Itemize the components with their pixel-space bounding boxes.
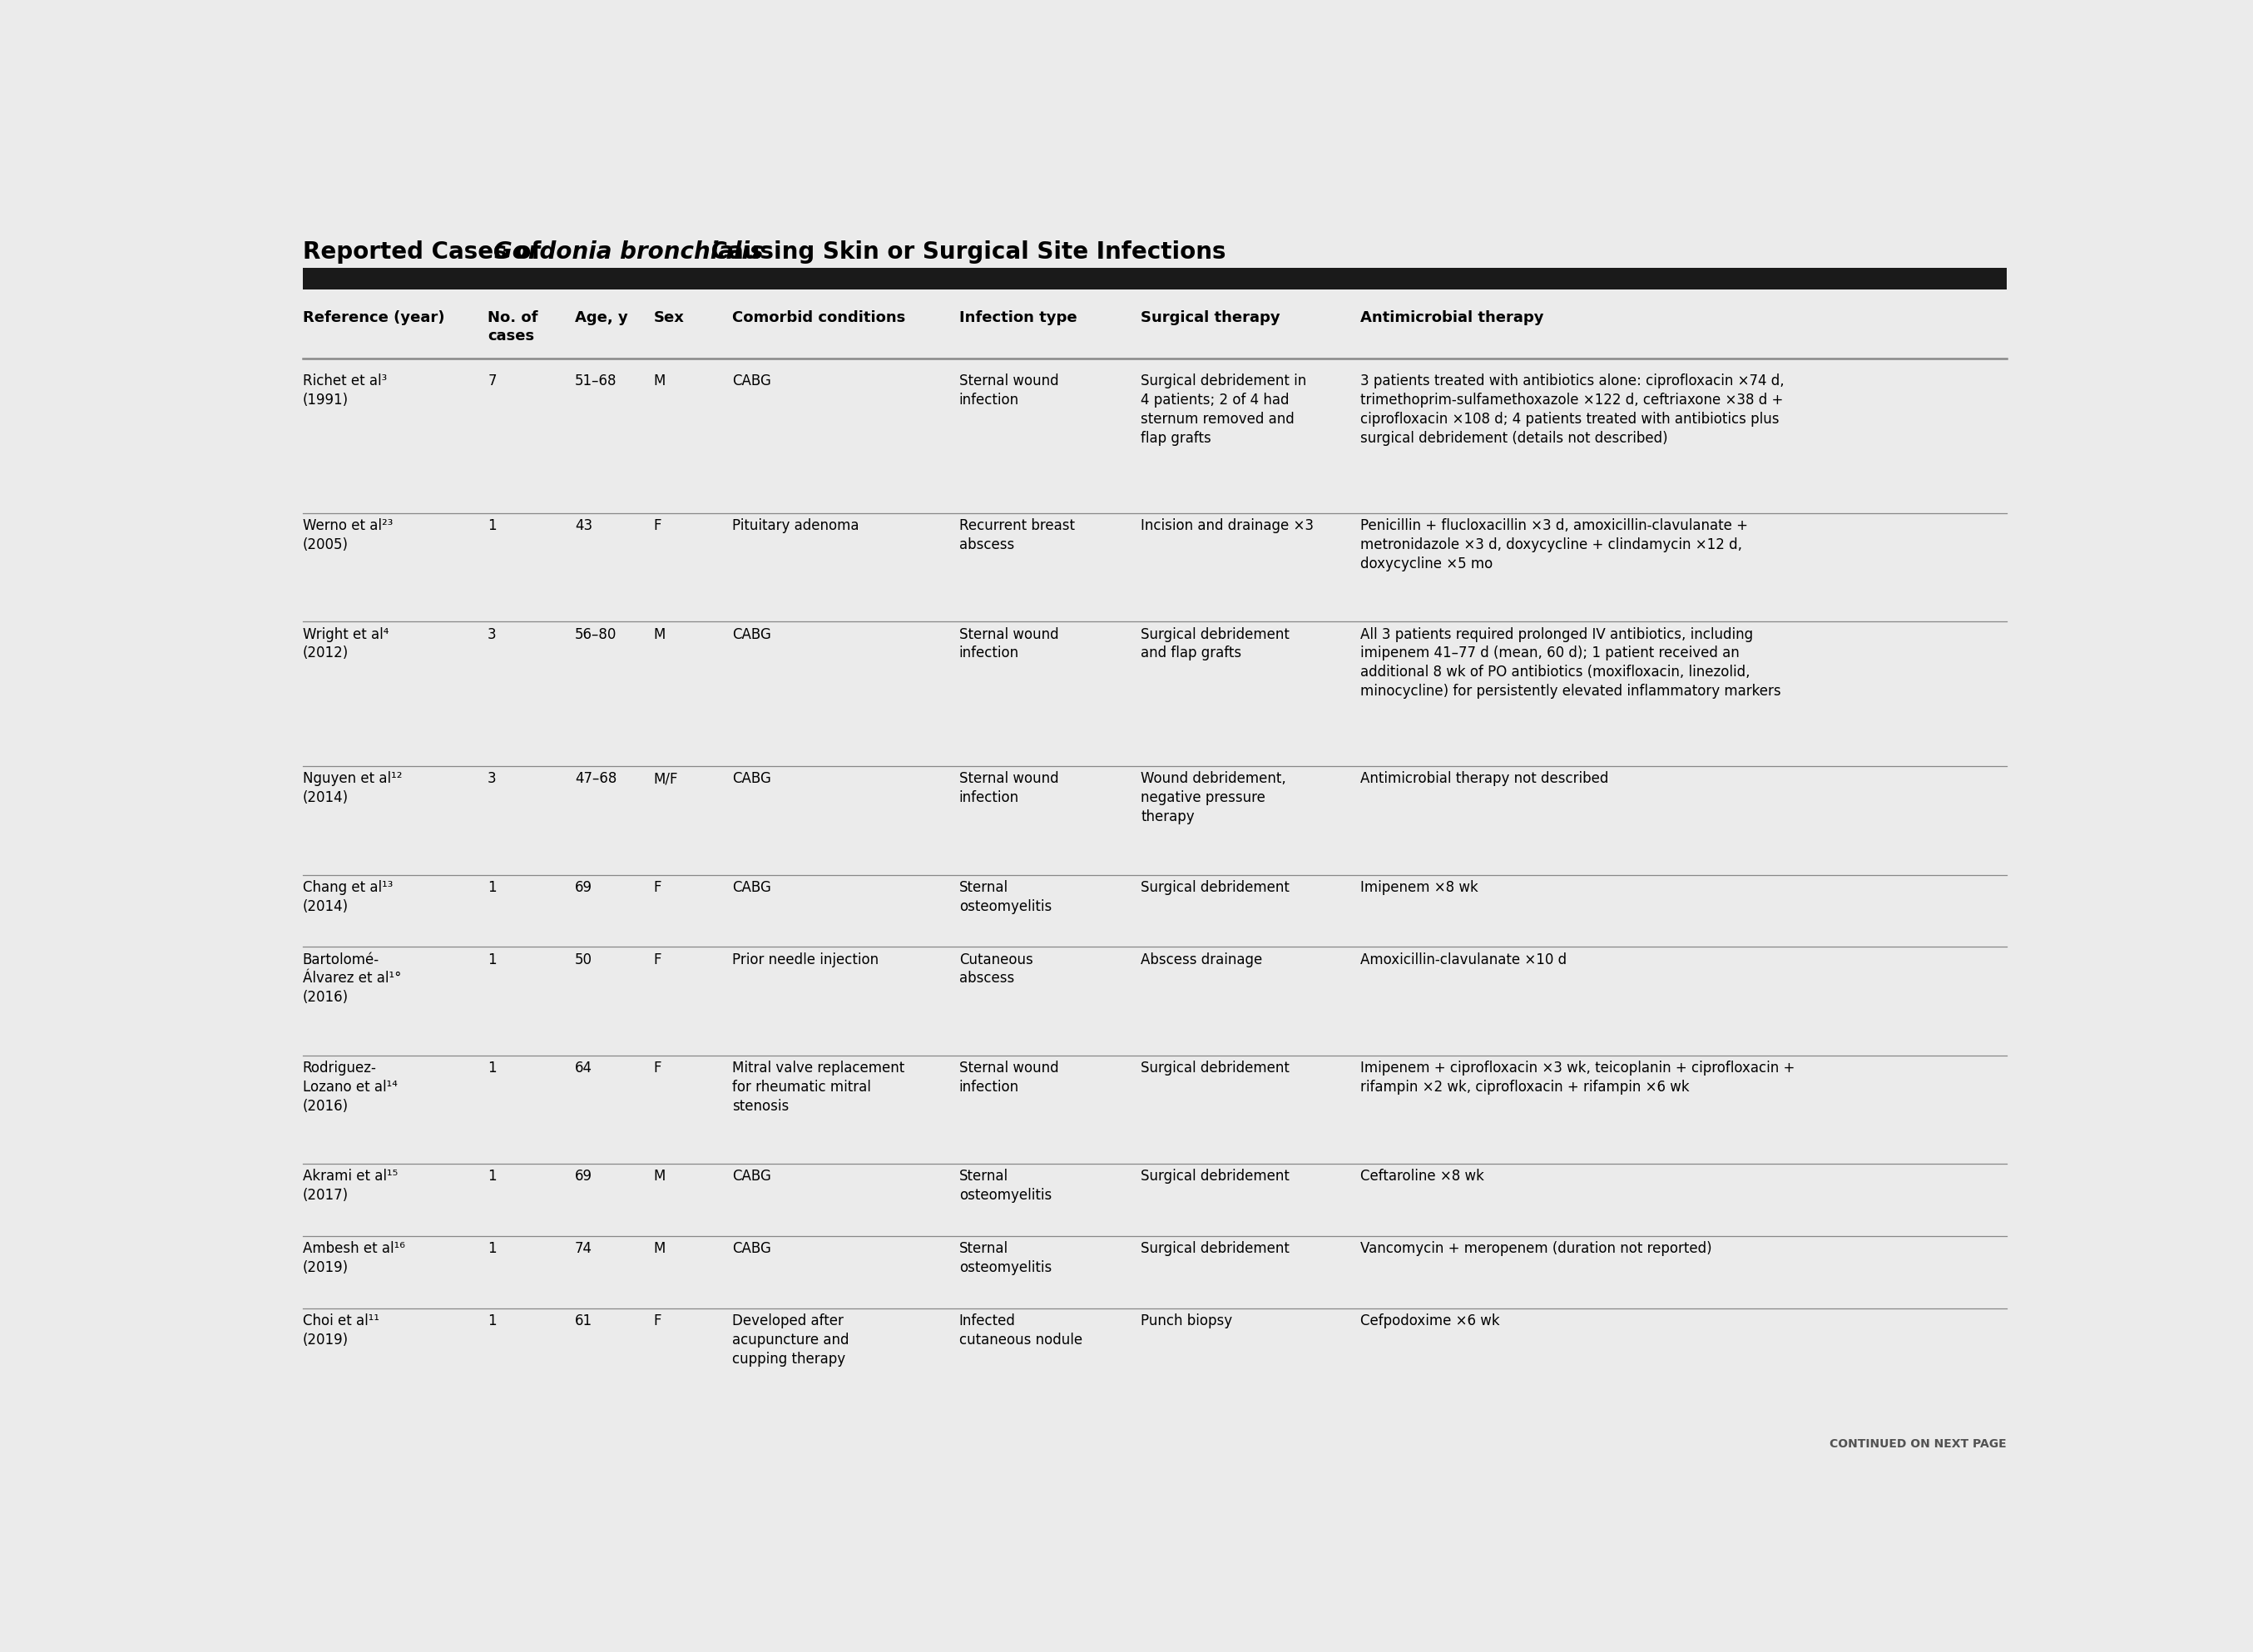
Text: 51–68: 51–68 xyxy=(575,373,617,388)
Text: 3: 3 xyxy=(487,771,496,786)
Text: Imipenem + ciprofloxacin ×3 wk, teicoplanin + ciprofloxacin +
rifampin ×2 wk, ci: Imipenem + ciprofloxacin ×3 wk, teicopla… xyxy=(1361,1061,1796,1095)
Text: Pituitary adenoma: Pituitary adenoma xyxy=(732,519,858,534)
Text: Incision and drainage ×3: Incision and drainage ×3 xyxy=(1140,519,1313,534)
Text: Sternal
osteomyelitis: Sternal osteomyelitis xyxy=(960,1170,1052,1203)
Text: Ambesh et al¹⁶
(2019): Ambesh et al¹⁶ (2019) xyxy=(302,1241,406,1275)
Text: CABG: CABG xyxy=(732,1170,771,1184)
Text: Reported Cases of: Reported Cases of xyxy=(302,240,550,264)
Text: 69: 69 xyxy=(575,1170,593,1184)
Text: 1: 1 xyxy=(487,1170,496,1184)
Text: Penicillin + flucloxacillin ×3 d, amoxicillin-clavulanate +
metronidazole ×3 d, : Penicillin + flucloxacillin ×3 d, amoxic… xyxy=(1361,519,1748,572)
Text: M: M xyxy=(653,626,665,641)
Text: All 3 patients required prolonged IV antibiotics, including
imipenem 41–77 d (me: All 3 patients required prolonged IV ant… xyxy=(1361,626,1782,699)
Text: Wound debridement,
negative pressure
therapy: Wound debridement, negative pressure the… xyxy=(1140,771,1286,824)
Text: F: F xyxy=(653,952,662,966)
Text: Sternal wound
infection: Sternal wound infection xyxy=(960,1061,1059,1095)
Text: Surgical debridement: Surgical debridement xyxy=(1140,1061,1289,1075)
Text: CABG: CABG xyxy=(732,373,771,388)
Text: Cutaneous
abscess: Cutaneous abscess xyxy=(960,952,1032,986)
Bar xyxy=(302,268,2007,289)
Text: M: M xyxy=(653,1241,665,1256)
Text: 69: 69 xyxy=(575,881,593,895)
Text: 1: 1 xyxy=(487,952,496,966)
Text: Bartolomé-
Álvarez et al¹°
(2016): Bartolomé- Álvarez et al¹° (2016) xyxy=(302,952,401,1004)
Text: Causing Skin or Surgical Site Infections: Causing Skin or Surgical Site Infections xyxy=(703,240,1226,264)
Text: 1: 1 xyxy=(487,881,496,895)
Text: Sternal
osteomyelitis: Sternal osteomyelitis xyxy=(960,1241,1052,1275)
Text: F: F xyxy=(653,519,662,534)
Text: Punch biopsy: Punch biopsy xyxy=(1140,1313,1232,1328)
Text: Akrami et al¹⁵
(2017): Akrami et al¹⁵ (2017) xyxy=(302,1170,397,1203)
Text: 7: 7 xyxy=(487,373,496,388)
Text: Chang et al¹³
(2014): Chang et al¹³ (2014) xyxy=(302,881,392,914)
Text: 1: 1 xyxy=(487,519,496,534)
Text: Infected
cutaneous nodule: Infected cutaneous nodule xyxy=(960,1313,1081,1348)
Text: 50: 50 xyxy=(575,952,593,966)
Text: 43: 43 xyxy=(575,519,593,534)
Text: Surgical debridement: Surgical debridement xyxy=(1140,1241,1289,1256)
Text: 64: 64 xyxy=(575,1061,593,1075)
Text: Recurrent breast
abscess: Recurrent breast abscess xyxy=(960,519,1075,552)
Text: Abscess drainage: Abscess drainage xyxy=(1140,952,1262,966)
Text: 56–80: 56–80 xyxy=(575,626,617,641)
Text: Cefpodoxime ×6 wk: Cefpodoxime ×6 wk xyxy=(1361,1313,1500,1328)
Text: Prior needle injection: Prior needle injection xyxy=(732,952,879,966)
Text: 1: 1 xyxy=(487,1241,496,1256)
Text: Antimicrobial therapy not described: Antimicrobial therapy not described xyxy=(1361,771,1609,786)
Text: Surgical debridement: Surgical debridement xyxy=(1140,881,1289,895)
Text: Ceftaroline ×8 wk: Ceftaroline ×8 wk xyxy=(1361,1170,1485,1184)
Text: Choi et al¹¹
(2019): Choi et al¹¹ (2019) xyxy=(302,1313,379,1348)
Text: Sternal wound
infection: Sternal wound infection xyxy=(960,373,1059,408)
Text: Age, y: Age, y xyxy=(575,311,629,325)
Text: F: F xyxy=(653,881,662,895)
Text: Imipenem ×8 wk: Imipenem ×8 wk xyxy=(1361,881,1478,895)
Text: Surgical debridement
and flap grafts: Surgical debridement and flap grafts xyxy=(1140,626,1289,661)
Text: 1: 1 xyxy=(487,1061,496,1075)
Text: 3: 3 xyxy=(487,626,496,641)
Text: Werno et al²³
(2005): Werno et al²³ (2005) xyxy=(302,519,392,552)
Text: Nguyen et al¹²
(2014): Nguyen et al¹² (2014) xyxy=(302,771,401,806)
Text: M: M xyxy=(653,373,665,388)
Text: 1: 1 xyxy=(487,1313,496,1328)
Text: Sternal wound
infection: Sternal wound infection xyxy=(960,771,1059,806)
Text: Surgical debridement in
4 patients; 2 of 4 had
sternum removed and
flap grafts: Surgical debridement in 4 patients; 2 of… xyxy=(1140,373,1307,446)
Text: Infection type: Infection type xyxy=(960,311,1077,325)
Text: CABG: CABG xyxy=(732,771,771,786)
Text: 47–68: 47–68 xyxy=(575,771,617,786)
Text: M: M xyxy=(653,1170,665,1184)
Text: Wright et al⁴
(2012): Wright et al⁴ (2012) xyxy=(302,626,388,661)
Text: Reference (year): Reference (year) xyxy=(302,311,444,325)
Text: Amoxicillin-clavulanate ×10 d: Amoxicillin-clavulanate ×10 d xyxy=(1361,952,1568,966)
Text: Mitral valve replacement
for rheumatic mitral
stenosis: Mitral valve replacement for rheumatic m… xyxy=(732,1061,903,1113)
Text: 61: 61 xyxy=(575,1313,593,1328)
Text: Richet et al³
(1991): Richet et al³ (1991) xyxy=(302,373,388,408)
Text: No. of
cases: No. of cases xyxy=(487,311,538,344)
Text: 74: 74 xyxy=(575,1241,593,1256)
Text: Sternal
osteomyelitis: Sternal osteomyelitis xyxy=(960,881,1052,914)
Text: CABG: CABG xyxy=(732,1241,771,1256)
Text: M/F: M/F xyxy=(653,771,678,786)
Text: 3 patients treated with antibiotics alone: ciprofloxacin ×74 d,
trimethoprim-sul: 3 patients treated with antibiotics alon… xyxy=(1361,373,1784,446)
Text: Antimicrobial therapy: Antimicrobial therapy xyxy=(1361,311,1543,325)
Text: Developed after
acupuncture and
cupping therapy: Developed after acupuncture and cupping … xyxy=(732,1313,849,1366)
Text: CABG: CABG xyxy=(732,881,771,895)
Text: Gordonia bronchialis: Gordonia bronchialis xyxy=(493,240,764,264)
Text: CABG: CABG xyxy=(732,626,771,641)
Text: Rodriguez-
Lozano et al¹⁴
(2016): Rodriguez- Lozano et al¹⁴ (2016) xyxy=(302,1061,397,1113)
Text: Vancomycin + meropenem (duration not reported): Vancomycin + meropenem (duration not rep… xyxy=(1361,1241,1712,1256)
Text: Sternal wound
infection: Sternal wound infection xyxy=(960,626,1059,661)
Text: Surgical therapy: Surgical therapy xyxy=(1140,311,1280,325)
Text: Surgical debridement: Surgical debridement xyxy=(1140,1170,1289,1184)
Text: F: F xyxy=(653,1313,662,1328)
Text: Sex: Sex xyxy=(653,311,685,325)
Text: Comorbid conditions: Comorbid conditions xyxy=(732,311,906,325)
Text: CONTINUED ON NEXT PAGE: CONTINUED ON NEXT PAGE xyxy=(1829,1439,2007,1450)
Text: F: F xyxy=(653,1061,662,1075)
